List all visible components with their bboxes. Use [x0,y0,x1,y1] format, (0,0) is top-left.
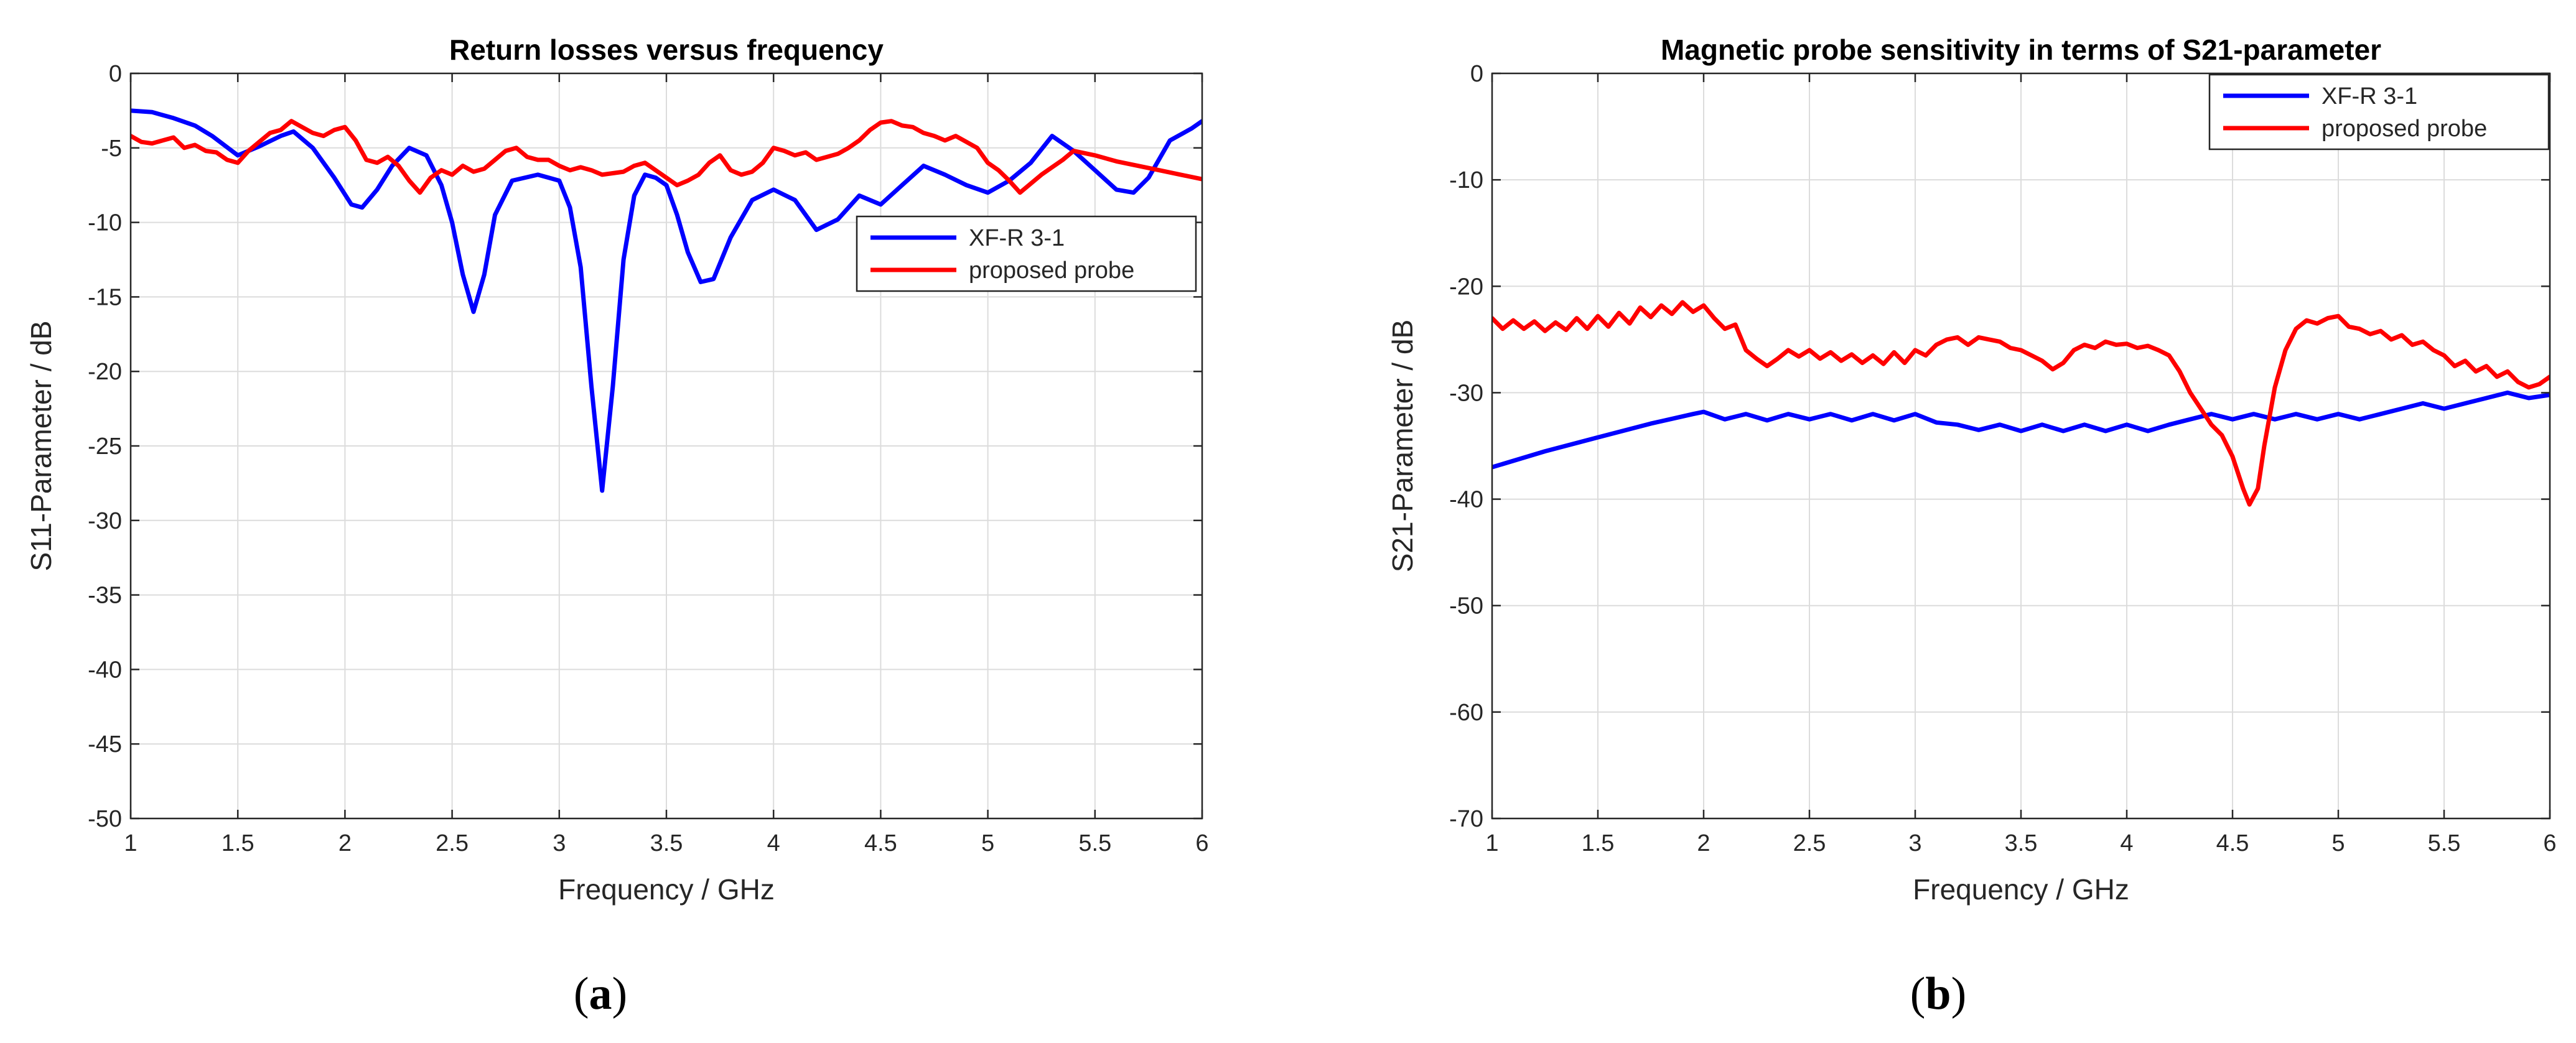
x-tick-label: 1 [1485,830,1498,856]
legend-label-proposed-probe: proposed probe [969,257,1134,284]
series-group [131,108,1202,493]
x-tick-label: 1.5 [1582,830,1615,856]
y-tick-label: -35 [88,583,122,609]
x-tick-label: 1.5 [222,830,254,856]
x-tick-label: 2 [338,830,352,856]
ticks: 1 1.5 2 2.5 3 3.5 4 4.5 5 5.5 6 0 -10 -20 -30 -40 -50 -60… [1449,61,2556,856]
y-axis-label: S21-Parameter / dB [1386,320,1419,573]
y-tick-label: -5 [101,136,122,162]
y-tick-label: -40 [1449,487,1483,513]
chart-title: Return losses versus frequency [449,34,884,66]
series-line-xf-r-3-1 [131,108,1202,493]
y-tick-label: 0 [109,61,122,87]
x-tick-label: 3 [1908,830,1921,856]
y-tick-label: -50 [1449,593,1483,619]
x-axis-label: Frequency / GHz [1913,873,2129,906]
y-tick-label: -20 [88,359,122,385]
legend-label-xf-r-3-1: XF-R 3-1 [969,225,1065,251]
x-tick-label: 3.5 [650,830,683,856]
chart-title: Magnetic probe sensitivity in terms of S… [1661,34,2381,66]
x-tick-label: 3.5 [2005,830,2038,856]
x-tick-label: 5.5 [1078,830,1111,856]
legend: XF-R 3-1 proposed probe [856,215,1197,292]
y-tick-label: -10 [88,210,122,236]
y-tick-label: -10 [1449,167,1483,193]
y-tick-label: -15 [88,284,122,310]
x-tick-label: 2 [1697,830,1710,856]
legend-label-proposed-probe: proposed probe [2322,116,2487,142]
y-tick-label: -50 [88,806,122,832]
y-tick-label: -45 [88,731,122,758]
y-tick-label: -30 [1449,380,1483,406]
x-axis-label: Frequency / GHz [558,873,775,906]
y-tick-label: -70 [1449,806,1483,832]
x-tick-label: 2.5 [436,830,469,856]
chart-return-losses: 1 1.5 2 2.5 3 3.5 4 4.5 5 5.5 6 0 -5 -10 -15 -20 -25 -30 -… [25,34,1209,906]
legend: XF-R 3-1 proposed probe [2208,73,2550,151]
y-axis-label: S11-Parameter / dB [25,320,57,571]
x-tick-label: 4.5 [864,830,897,856]
y-tick-label: -60 [1449,700,1483,726]
x-tick-label: 2.5 [1793,830,1826,856]
y-tick-label: -20 [1449,274,1483,300]
y-tick-label: -40 [88,657,122,683]
chart-s21-sensitivity: 1 1.5 2 2.5 3 3.5 4 4.5 5 5.5 6 0 -10 -20 -30 -40 -50 -60… [1386,34,2557,906]
x-tick-label: 5 [981,830,994,856]
x-tick-label: 4 [767,830,780,856]
legend-label-xf-r-3-1: XF-R 3-1 [2322,83,2417,109]
legend-box [2208,73,2550,151]
series-line-proposed-probe [131,119,1202,195]
x-tick-label: 5 [2331,830,2345,856]
x-tick-label: 3 [553,830,566,856]
y-tick-label: 0 [1470,61,1483,87]
series-line-xf-r-3-1 [1492,390,2550,470]
panel-caption-b: (b) [1910,968,1966,1019]
series-line-proposed-probe [1492,300,2550,507]
x-tick-label: 4 [2120,830,2133,856]
x-tick-label: 6 [2543,830,2556,856]
legend-box [856,215,1197,292]
y-tick-label: -30 [88,508,122,534]
x-tick-label: 5.5 [2428,830,2461,856]
y-tick-label: -25 [88,433,122,460]
ticks: 1 1.5 2 2.5 3 3.5 4 4.5 5 5.5 6 0 -5 -10 -15 -20 -25 -30 -… [88,61,1208,856]
x-tick-label: 1 [124,830,137,856]
panel-caption-a: (a) [574,968,627,1019]
series-group [1492,300,2550,507]
x-tick-label: 4.5 [2216,830,2249,856]
x-tick-label: 6 [1195,830,1208,856]
